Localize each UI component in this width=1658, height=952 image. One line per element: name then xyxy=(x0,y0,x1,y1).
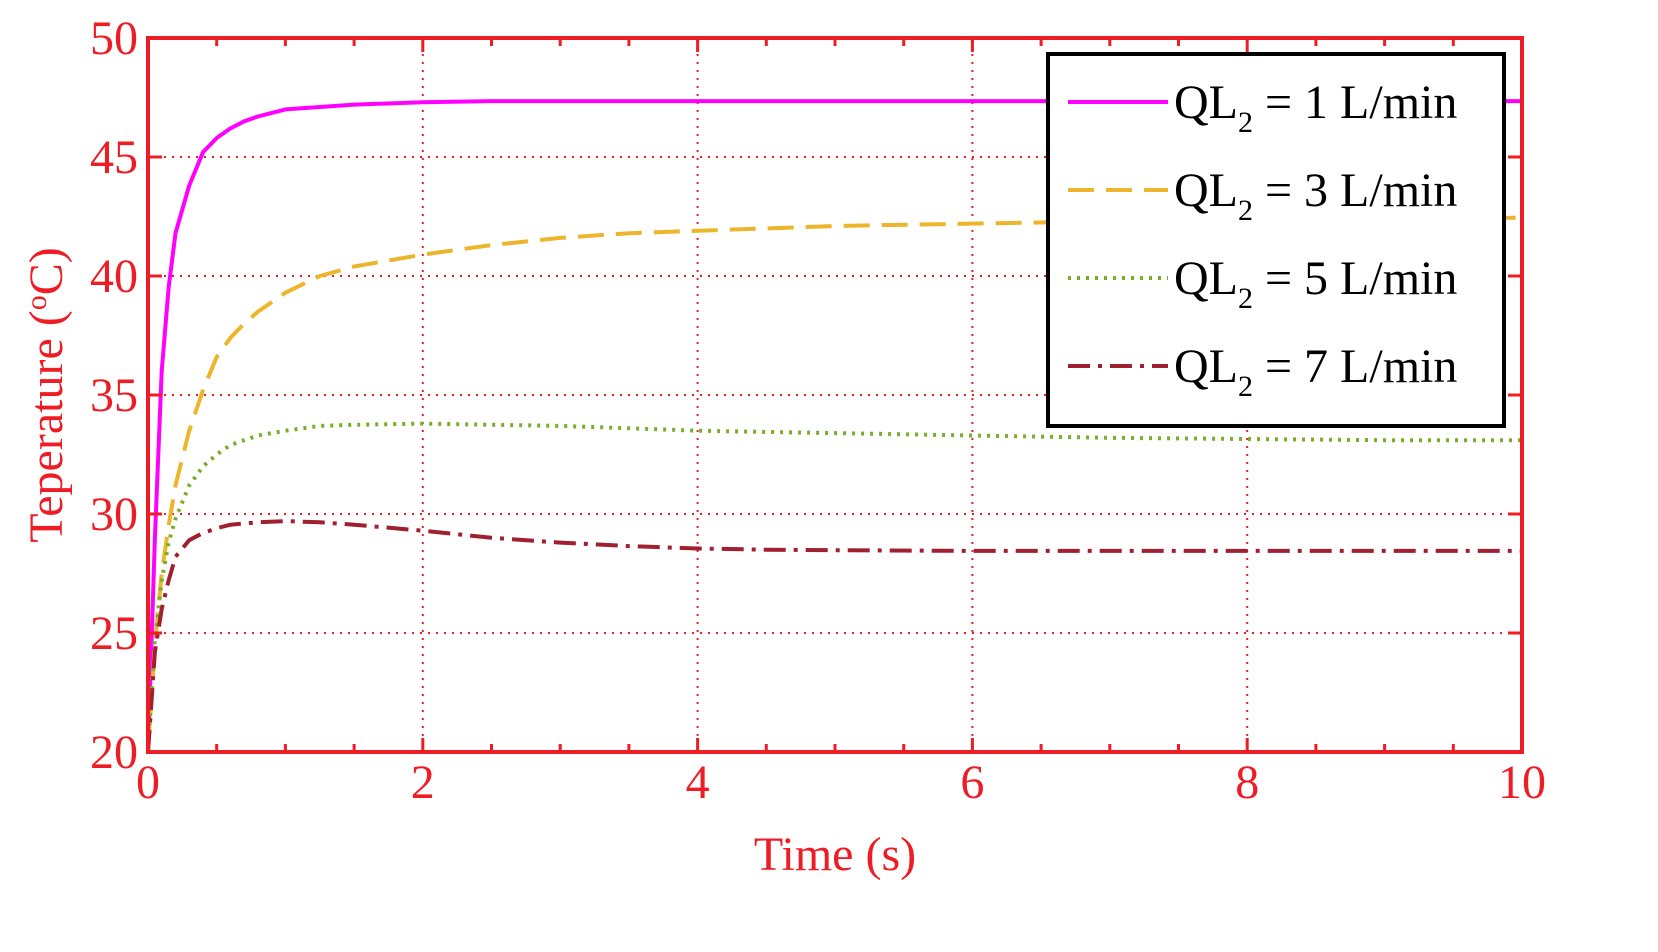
x-tick-label: 10 xyxy=(1498,756,1546,809)
y-axis-title-degree: o xyxy=(20,295,53,310)
x-axis-title: Time (s) xyxy=(754,828,916,881)
y-tick-label: 20 xyxy=(90,726,138,779)
legend-label-subscript: 2 xyxy=(1238,282,1253,315)
series-line-1-lpm xyxy=(146,99,1522,753)
legend-label-subscript: 2 xyxy=(1238,370,1253,403)
y-axis-tick-labels: 20 25 30 35 40 45 50 xyxy=(90,12,138,779)
legend-label-subscript: 2 xyxy=(1238,106,1253,139)
legend-label-main: QL xyxy=(1174,76,1238,129)
y-axis-title-unit: C) xyxy=(20,247,73,295)
legend-label-rest: = 1 L/min xyxy=(1253,76,1457,129)
y-tick-label: 35 xyxy=(90,369,138,422)
legend-label: QL2 = 3 L/min xyxy=(1174,164,1457,227)
axis-ticks xyxy=(146,36,1524,754)
legend-label: QL2 = 5 L/min xyxy=(1174,252,1457,315)
x-tick-label: 2 xyxy=(411,756,435,809)
legend-label-rest: = 7 L/min xyxy=(1253,340,1457,393)
series-lines xyxy=(146,99,1523,753)
legend-label-subscript: 2 xyxy=(1238,194,1253,227)
y-tick-label: 45 xyxy=(90,131,138,184)
y-tick-label: 30 xyxy=(90,488,138,541)
x-tick-label: 8 xyxy=(1235,756,1259,809)
x-axis-tick-labels: 0 2 4 6 8 10 xyxy=(136,756,1546,809)
y-axis-title-main: Teperature ( xyxy=(20,310,73,542)
y-tick-label: 40 xyxy=(90,250,138,303)
legend-label-rest: = 3 L/min xyxy=(1253,164,1457,217)
legend-label: QL2 = 7 L/min xyxy=(1174,340,1457,403)
legend-label-rest: = 5 L/min xyxy=(1253,252,1457,305)
x-tick-label: 6 xyxy=(960,756,984,809)
legend-label: QL2 = 1 L/min xyxy=(1174,76,1457,139)
y-axis-title: Teperature (oC) xyxy=(20,247,73,542)
y-tick-label: 25 xyxy=(90,607,138,660)
x-tick-label: 4 xyxy=(686,756,710,809)
legend-label-main: QL xyxy=(1174,340,1238,393)
legend-label-main: QL xyxy=(1174,252,1238,305)
x-tick-label: 0 xyxy=(136,756,160,809)
series-line-5-lpm xyxy=(146,421,1522,753)
series-line-3-lpm xyxy=(146,215,1523,753)
y-tick-label: 50 xyxy=(90,12,138,65)
legend-label-main: QL xyxy=(1174,164,1238,217)
series-line-7-lpm xyxy=(146,519,1522,753)
